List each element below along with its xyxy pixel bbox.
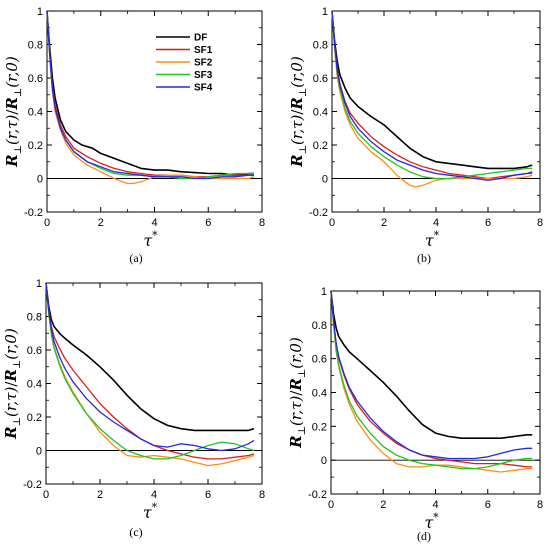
y-tick-label: 0.8 [312, 320, 327, 332]
x-tick-label: 8 [537, 217, 543, 229]
series-line-sf4 [46, 10, 254, 180]
plot-frame [45, 282, 263, 485]
panel-caption: (a) [129, 251, 142, 265]
y-tick-label: 0.8 [28, 40, 43, 52]
y-tick-label: 1 [321, 286, 327, 298]
y-tick-label: 0.4 [313, 107, 328, 119]
x-tick-label: 0 [329, 217, 335, 229]
x-axis-label: τ* [425, 229, 440, 250]
y-tick-label: 0.4 [27, 379, 42, 391]
y-tick-label: 0.4 [28, 107, 43, 119]
x-tick-label: 8 [259, 217, 265, 229]
x-tick-label: 0 [44, 217, 50, 229]
series-line-sf1 [45, 282, 255, 460]
series-line-sf2 [331, 10, 533, 188]
x-tick-label: 2 [381, 217, 387, 229]
y-tick-label: 1 [36, 278, 42, 290]
plot-frame [330, 290, 541, 495]
y-axis-label: R⊥(r,τ)/R⊥(r,0) [2, 328, 23, 440]
series-line-df [330, 290, 533, 439]
y-tick-label: 1 [322, 6, 328, 18]
chart-panel-4: 0 2 4 6 8-0.200.20.40.60.81τ*R⊥(r,τ)/R⊥(r,0)… [287, 286, 543, 543]
x-tick-label: 2 [98, 217, 104, 229]
y-tick-label: -0.2 [23, 479, 42, 491]
series-line-sf3 [330, 290, 533, 470]
x-tick-label: 8 [537, 499, 543, 511]
x-tick-label: 6 [205, 217, 211, 229]
x-tick-label: 6 [485, 499, 491, 511]
legend-label-sf3: SF3 [194, 70, 213, 81]
y-tick-label: 0.6 [28, 73, 43, 85]
y-axis-label: R⊥(r,τ)/R⊥(r,0) [288, 56, 309, 168]
y-tick-label: 0.2 [313, 140, 328, 152]
plot-frame [46, 10, 263, 213]
x-axis-label: τ* [143, 229, 158, 250]
series-line-sf3 [331, 10, 533, 180]
series-line-sf3 [46, 10, 254, 180]
panel-caption: (d) [417, 529, 431, 543]
x-tick-label: 4 [151, 217, 157, 229]
y-tick-label: 0.6 [313, 73, 328, 85]
x-tick-label: 6 [485, 217, 491, 229]
x-axis-label: τ* [424, 511, 439, 532]
series-line-df [331, 10, 533, 170]
x-tick-label: 4 [151, 489, 157, 501]
y-tick-label: 0.2 [312, 421, 327, 433]
y-axis-label: R⊥(r,τ)/R⊥(r,0) [287, 337, 308, 449]
series-line-sf4 [330, 290, 533, 460]
y-tick-label: 0.4 [312, 388, 327, 400]
series-line-sf3 [45, 282, 255, 460]
chart-panel-2: 0 2 4 6 8-0.200.20.40.60.81τ*R⊥(r,τ)/R⊥(r,0)… [288, 6, 543, 265]
legend-label-sf4: SF4 [194, 83, 213, 94]
x-tick-label: 0 [328, 499, 334, 511]
x-tick-label: 2 [97, 489, 103, 501]
y-tick-label: 0.6 [312, 354, 327, 366]
y-tick-label: -0.2 [24, 207, 43, 219]
panel-caption: (b) [417, 251, 431, 265]
x-tick-label: 8 [259, 489, 265, 501]
legend-label-sf1: SF1 [194, 45, 213, 56]
y-tick-label: -0.2 [309, 207, 328, 219]
legend-label-sf2: SF2 [194, 58, 213, 69]
x-tick-label: 0 [43, 489, 49, 501]
panel-caption: (c) [129, 525, 142, 539]
y-tick-label: 0.2 [28, 140, 43, 152]
y-tick-label: 0 [36, 446, 42, 458]
series-line-sf1 [46, 10, 254, 178]
chart-panel-3: 0 2 4 6 8-0.200.20.40.60.81τ*R⊥(r,τ)/R⊥(r,0)… [2, 278, 265, 539]
x-tick-label: 6 [205, 489, 211, 501]
chart-panel-1: 0 2 4 6 8-0.200.20.40.60.81τ*R⊥(r,τ)/R⊥(r,0)… [3, 6, 265, 265]
y-tick-label: 0.6 [27, 345, 42, 357]
series-line-df [45, 282, 255, 432]
x-tick-label: 4 [432, 499, 438, 511]
y-axis-label: R⊥(r,τ)/R⊥(r,0) [3, 56, 24, 168]
series-line-sf4 [45, 282, 255, 452]
series-line-sf2 [46, 10, 255, 185]
y-tick-label: 0 [322, 174, 328, 186]
y-tick-label: 1 [37, 6, 43, 18]
x-tick-label: 4 [433, 217, 439, 229]
series-line-sf2 [330, 290, 533, 473]
series-line-sf1 [331, 10, 533, 180]
y-tick-label: 0 [37, 174, 43, 186]
series-line-sf1 [330, 290, 533, 468]
y-tick-label: 0.8 [27, 312, 42, 324]
legend-label-df: DF [194, 33, 207, 44]
series-line-df [46, 10, 254, 176]
x-tick-label: 2 [380, 499, 386, 511]
y-tick-label: -0.2 [308, 489, 327, 501]
y-tick-label: 0.2 [27, 412, 42, 424]
x-axis-label: τ* [143, 501, 158, 522]
y-tick-label: 0.8 [313, 40, 328, 52]
series-line-sf4 [331, 10, 533, 181]
y-tick-label: 0 [321, 455, 327, 467]
